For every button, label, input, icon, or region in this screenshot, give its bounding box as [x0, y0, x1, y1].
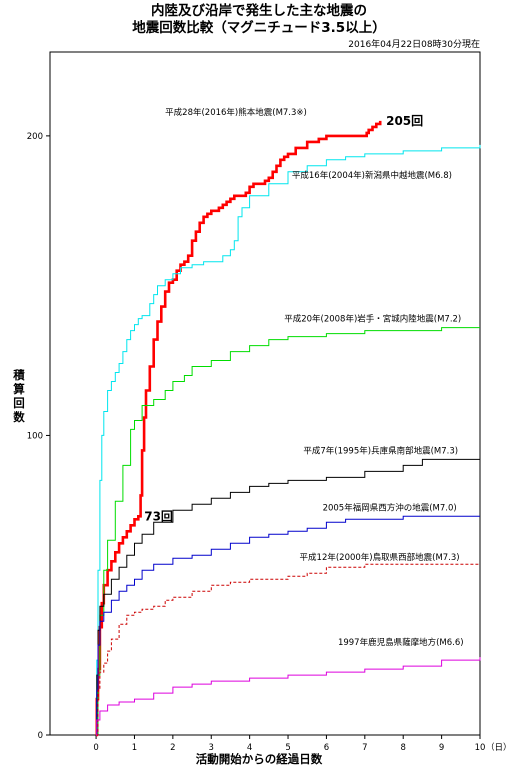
series-line-6 — [96, 657, 481, 736]
series-line-4 — [96, 515, 480, 736]
x-tick-label: 6 — [324, 743, 329, 753]
series-line-3 — [96, 456, 481, 736]
series-label-5: 平成12年(2000年)鳥取県西部地震(M7.3) — [300, 552, 460, 563]
x-axis-unit: （日） — [486, 742, 512, 753]
series-line-5 — [96, 563, 480, 736]
y-tick-label: 200 — [27, 132, 43, 142]
series-label-3: 平成7年(1995年)兵庫県南部地震(M7.3) — [303, 445, 458, 456]
x-tick-label: 4 — [247, 743, 252, 753]
x-tick-label: 2 — [170, 743, 175, 753]
series-label-6: 1997年鹿児島県薩摩地方(M6.6) — [338, 637, 464, 648]
x-tick-label: 10 — [475, 743, 486, 753]
series-line-0 — [95, 120, 382, 737]
x-tick-label: 7 — [362, 743, 367, 753]
x-axis-label: 活動開始からの経過日数 — [195, 752, 323, 766]
x-tick-label: 3 — [209, 743, 214, 753]
series-label-2: 平成20年(2008年)岩手・宮城内陸地震(M7.2) — [284, 314, 461, 325]
annotation-label-0: 205回 — [386, 114, 423, 128]
series-label-1: 平成16年(2004年)新潟県中越地震(M6.8) — [292, 170, 452, 181]
plot-frame — [49, 51, 481, 736]
x-tick-label: 9 — [439, 743, 444, 753]
y-tick-label: 0 — [38, 731, 43, 741]
x-tick-label: 5 — [285, 743, 290, 753]
x-tick-label: 0 — [93, 743, 98, 753]
y-tick-label: 100 — [27, 431, 43, 441]
chart-title-line1: 内陸及び沿岸で発生した主な地震の — [151, 3, 367, 19]
x-tick-label: 1 — [132, 743, 137, 753]
series-line-1 — [96, 144, 481, 736]
series-line-2 — [96, 327, 480, 736]
series-label-4: 2005年福岡県西方沖の地震(M7.0) — [323, 502, 457, 513]
annotation-label-1: 73回 — [144, 509, 173, 523]
x-tick-label: 8 — [401, 743, 406, 753]
y-axis-label: 積算回数 — [13, 368, 25, 424]
chart-title-line2: 地震回数比較（マグニチュード3.5以上） — [132, 20, 386, 36]
series-label-0: 平成28年(2016年)熊本地震(M7.3※) — [165, 107, 307, 118]
as-of-timestamp: 2016年04月22日08時30分現在 — [348, 40, 480, 50]
